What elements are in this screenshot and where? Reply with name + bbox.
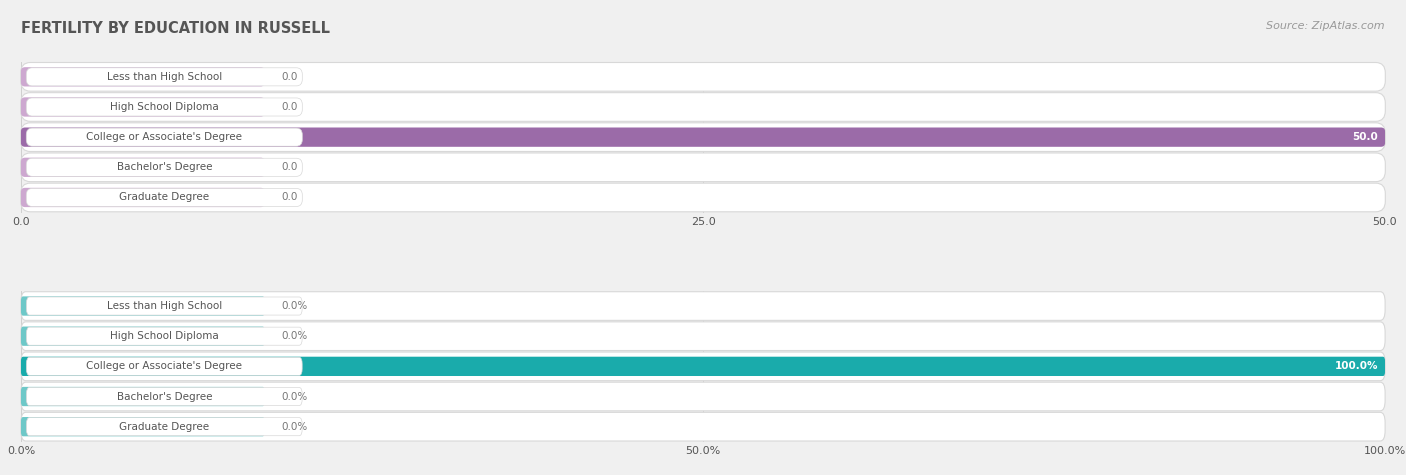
FancyBboxPatch shape bbox=[27, 418, 302, 436]
Text: Less than High School: Less than High School bbox=[107, 301, 222, 311]
FancyBboxPatch shape bbox=[21, 63, 1385, 91]
Text: High School Diploma: High School Diploma bbox=[110, 102, 219, 112]
FancyBboxPatch shape bbox=[21, 97, 264, 117]
FancyBboxPatch shape bbox=[21, 67, 264, 86]
FancyBboxPatch shape bbox=[21, 322, 1385, 351]
Text: College or Associate's Degree: College or Associate's Degree bbox=[86, 132, 242, 142]
Text: 0.0: 0.0 bbox=[281, 102, 297, 112]
FancyBboxPatch shape bbox=[21, 127, 1385, 147]
Text: 0.0: 0.0 bbox=[281, 192, 297, 202]
FancyBboxPatch shape bbox=[27, 158, 302, 176]
FancyBboxPatch shape bbox=[21, 93, 1385, 121]
Text: 0.0: 0.0 bbox=[281, 162, 297, 172]
FancyBboxPatch shape bbox=[21, 153, 1385, 181]
FancyBboxPatch shape bbox=[21, 357, 1385, 376]
Text: Less than High School: Less than High School bbox=[107, 72, 222, 82]
Text: Graduate Degree: Graduate Degree bbox=[120, 192, 209, 202]
FancyBboxPatch shape bbox=[21, 188, 264, 207]
FancyBboxPatch shape bbox=[21, 183, 1385, 212]
FancyBboxPatch shape bbox=[27, 388, 302, 406]
Text: Source: ZipAtlas.com: Source: ZipAtlas.com bbox=[1267, 21, 1385, 31]
Text: 50.0: 50.0 bbox=[1353, 132, 1378, 142]
FancyBboxPatch shape bbox=[21, 296, 264, 316]
Text: 0.0: 0.0 bbox=[281, 72, 297, 82]
FancyBboxPatch shape bbox=[27, 68, 302, 86]
FancyBboxPatch shape bbox=[21, 123, 1385, 152]
FancyBboxPatch shape bbox=[21, 292, 1385, 320]
FancyBboxPatch shape bbox=[27, 189, 302, 207]
FancyBboxPatch shape bbox=[21, 326, 264, 346]
Text: Bachelor's Degree: Bachelor's Degree bbox=[117, 162, 212, 172]
Text: 0.0%: 0.0% bbox=[281, 301, 307, 311]
FancyBboxPatch shape bbox=[21, 382, 1385, 411]
FancyBboxPatch shape bbox=[21, 417, 264, 437]
Text: 0.0%: 0.0% bbox=[281, 331, 307, 341]
FancyBboxPatch shape bbox=[27, 327, 302, 345]
FancyBboxPatch shape bbox=[27, 297, 302, 315]
Text: College or Associate's Degree: College or Associate's Degree bbox=[86, 361, 242, 371]
FancyBboxPatch shape bbox=[27, 98, 302, 116]
Text: 0.0%: 0.0% bbox=[281, 422, 307, 432]
FancyBboxPatch shape bbox=[27, 128, 302, 146]
Text: High School Diploma: High School Diploma bbox=[110, 331, 219, 341]
Text: 100.0%: 100.0% bbox=[1334, 361, 1378, 371]
FancyBboxPatch shape bbox=[27, 357, 302, 375]
FancyBboxPatch shape bbox=[21, 158, 264, 177]
Text: 0.0%: 0.0% bbox=[281, 391, 307, 401]
FancyBboxPatch shape bbox=[21, 412, 1385, 441]
Text: Bachelor's Degree: Bachelor's Degree bbox=[117, 391, 212, 401]
FancyBboxPatch shape bbox=[21, 387, 264, 406]
Text: FERTILITY BY EDUCATION IN RUSSELL: FERTILITY BY EDUCATION IN RUSSELL bbox=[21, 21, 330, 37]
FancyBboxPatch shape bbox=[21, 352, 1385, 380]
Text: Graduate Degree: Graduate Degree bbox=[120, 422, 209, 432]
